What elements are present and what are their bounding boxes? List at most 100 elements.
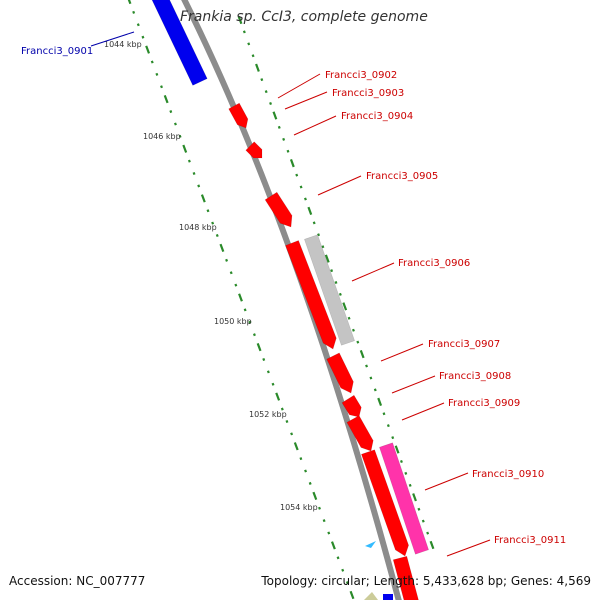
outer-track-minor-tick [215,234,219,238]
gene-feature-0906-alt[interactable] [304,234,355,346]
gene-label[interactable]: Francci3_0906 [398,258,470,269]
inner-track-minor-tick [312,221,316,225]
genome-title: Frankia sp. CcI3, complete genome [180,9,428,25]
gene-label[interactable]: Francci3_0902 [325,70,397,81]
outer-track-minor-tick [248,320,252,324]
scale-label: 1050 kbp [214,317,252,326]
inner-track-major-tick [377,397,383,406]
inner-track-major-tick [272,111,278,120]
inner-track-minor-tick [304,197,307,201]
outer-track-major-tick [163,95,169,104]
inner-track-minor-tick [426,531,430,535]
gene-features [151,0,429,600]
outer-track-minor-tick [345,581,349,585]
gene-feature-0906[interactable] [285,240,337,350]
inner-track-minor-tick [260,78,264,82]
inner-track-minor-tick [286,149,290,153]
inner-track-minor-tick [386,424,390,428]
inner-track-major-tick [429,540,435,550]
outer-track-minor-tick [262,357,266,361]
gene-feature-0904[interactable] [245,141,263,159]
gene-label[interactable]: Francci3_0908 [439,371,511,382]
gene-label[interactable]: Francci3_0905 [366,171,438,182]
inner-track-minor-tick [404,471,408,475]
gene-label[interactable]: Francci3_0903 [332,88,404,99]
inner-track-major-tick [342,302,348,311]
inner-track-minor-tick [365,364,368,368]
inner-track-minor-tick [330,269,334,273]
inner-track-minor-tick [269,102,272,106]
inner-track-minor-tick [356,340,360,344]
inner-track-major-tick [255,63,260,72]
gene-feature-0910-alt[interactable] [379,442,429,555]
callout-line [293,115,337,136]
gene-label[interactable]: Francci3_0904 [341,111,413,122]
inner-track-major-tick [289,159,295,168]
outer-track-major-tick [200,194,206,203]
inner-track-minor-tick [391,436,395,440]
gene-feature-0909[interactable] [346,415,374,452]
outer-track-minor-tick [280,407,284,411]
callout-line [391,375,436,394]
outer-tick-track [127,0,355,600]
outer-track-minor-tick [132,10,136,14]
gene-feature-0905[interactable] [264,191,293,228]
outer-track-minor-tick [234,283,238,287]
gene-label[interactable]: Francci3_0910 [472,469,544,480]
outer-track-minor-tick [169,110,173,114]
inner-track-minor-tick [317,233,320,237]
gene-feature-0901[interactable] [151,0,208,86]
inner-track-minor-tick [408,483,412,487]
outer-track-minor-tick [206,209,210,213]
outer-track-major-tick [312,491,318,500]
outer-track-minor-tick [211,221,215,225]
gene-feature-0907[interactable] [326,352,354,394]
outer-track-minor-tick [187,159,191,163]
small-feature-marker [364,592,378,600]
gene-label[interactable]: Francci3_0901 [21,46,93,57]
outer-track-minor-tick [225,258,229,262]
outer-track-minor-tick [229,271,233,275]
accession-text: Accession: NC_007777 [9,574,146,588]
genome-stats-text: Topology: circular; Length: 5,433,628 bp… [261,574,591,588]
outer-track-minor-tick [155,72,159,76]
partial-feature [383,594,393,600]
outer-track-minor-tick [308,481,312,485]
callout-line [277,73,321,99]
outer-track-minor-tick [160,85,163,89]
inner-track-minor-tick [334,280,338,285]
outer-track-major-tick [275,392,281,401]
inner-track-minor-tick [347,316,351,320]
gene-feature-0908[interactable] [341,394,362,418]
outer-track-minor-tick [136,23,140,27]
scale-label: 1048 kbp [179,223,217,232]
outer-track-major-tick [127,0,132,5]
inner-track-minor-tick [264,90,268,94]
gene-label[interactable]: Francci3_0909 [448,398,520,409]
outer-track-major-tick [256,342,262,352]
inner-track-major-tick [307,206,313,216]
inner-track-minor-tick [242,30,246,34]
outer-track-major-tick [349,590,355,600]
outer-track-minor-tick [252,333,256,337]
inner-track-major-tick [324,254,330,263]
outer-track-major-tick [293,442,299,451]
outer-track-major-tick [145,45,151,54]
gene-feature-0910[interactable] [361,449,409,557]
inner-track-major-tick [412,493,417,502]
gene-feature-0902[interactable] [228,102,249,129]
gene-feature-0911[interactable] [392,555,419,600]
gene-label[interactable]: Francci3_0911 [494,535,566,546]
scale-label: 1044 kbp [104,40,142,49]
outer-track-minor-tick [174,122,177,126]
inner-track-major-tick [394,445,400,454]
callout-line [446,539,491,557]
inner-track-minor-tick [338,292,342,296]
scale-label: 1046 kbp [143,132,181,141]
outer-track-major-tick [182,144,188,153]
callout-line [351,262,395,282]
gene-label[interactable]: Francci3_0907 [428,339,500,350]
callout-line [317,175,362,196]
outer-track-minor-tick [327,531,331,535]
